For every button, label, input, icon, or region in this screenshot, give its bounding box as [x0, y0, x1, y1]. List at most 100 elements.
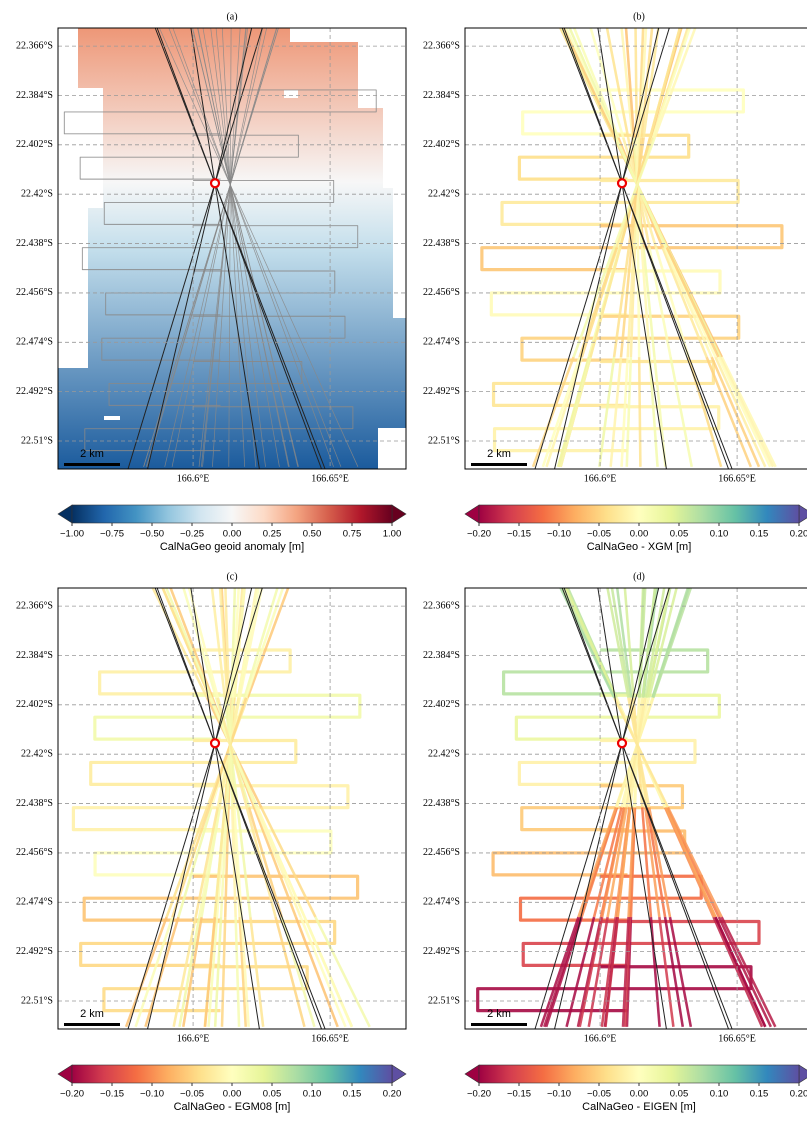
- track: [642, 247, 656, 358]
- track: [245, 247, 273, 358]
- colorbar-scale: [71, 504, 393, 524]
- track: [265, 357, 290, 467]
- y-tick-label: 22.51°S: [428, 995, 460, 1006]
- y-tick-label: 22.366°S: [423, 40, 460, 51]
- track: [189, 247, 217, 358]
- track: [521, 919, 761, 967]
- y-tick-label: 22.438°S: [16, 238, 53, 249]
- track: [666, 806, 723, 918]
- track: [238, 357, 246, 467]
- track: [234, 28, 247, 138]
- track: [663, 246, 713, 358]
- track: [564, 588, 618, 699]
- colorbar-tick-label: −0.75: [100, 529, 124, 540]
- ground-track: [563, 588, 730, 1029]
- y-tick-label: 22.42°S: [21, 188, 53, 199]
- colorbar-tick-label: 0.15: [750, 529, 769, 540]
- track: [668, 916, 693, 1028]
- colorbar-tick-label: 0.50: [303, 529, 322, 540]
- track: [224, 137, 239, 248]
- track: [251, 357, 266, 467]
- track: [144, 916, 180, 1028]
- map-frame: [57, 587, 407, 1030]
- colorbar-tick-label: −0.50: [140, 529, 164, 540]
- track: [215, 28, 227, 138]
- track: [207, 917, 219, 1027]
- y-tick-label: 22.438°S: [423, 238, 460, 249]
- ground-track: [554, 588, 660, 1029]
- y-tick-label: 22.366°S: [16, 600, 53, 611]
- colorbar-scale: [71, 1064, 393, 1084]
- x-tick-label: 166.65°E: [718, 473, 756, 484]
- track: [213, 917, 223, 1027]
- track: [252, 247, 294, 358]
- y-tick-label: 22.438°S: [423, 798, 460, 809]
- colorbar-scale: [478, 1064, 800, 1084]
- track: [720, 916, 777, 1028]
- colorbar-tick-label: 0.00: [630, 529, 649, 540]
- scale-bar: [64, 463, 120, 466]
- calibration-site: [209, 178, 221, 189]
- track: [605, 28, 630, 138]
- track: [314, 916, 371, 1028]
- scale-bar: [471, 1023, 527, 1026]
- track: [303, 916, 353, 1028]
- y-tick-label: 22.42°S: [428, 748, 460, 759]
- colorbar-tick-label: 0.20: [790, 529, 807, 540]
- track: [653, 28, 697, 139]
- colorbar-tick-label: 0.05: [670, 529, 689, 540]
- y-tick-label: 22.492°S: [423, 386, 460, 397]
- track: [664, 806, 717, 918]
- colorbar-extend: [57, 1064, 73, 1084]
- track: [613, 137, 668, 248]
- track: [229, 247, 231, 358]
- colorbar-extend: [464, 1064, 480, 1084]
- map: [71, 588, 371, 1029]
- track: [254, 247, 299, 358]
- track: [203, 916, 217, 1027]
- y-tick-label: 22.438°S: [16, 798, 53, 809]
- track: [216, 697, 249, 808]
- y-tick-label: 22.384°S: [16, 650, 53, 661]
- y-tick-label: 22.51°S: [428, 435, 460, 446]
- y-tick-label: 22.474°S: [423, 337, 460, 348]
- ground-track: [156, 588, 323, 1029]
- y-tick-label: 22.402°S: [16, 139, 53, 150]
- map-frame: [57, 27, 407, 470]
- track: [143, 356, 178, 467]
- x-tick-label: 166.65°E: [311, 473, 349, 484]
- track: [638, 588, 647, 698]
- ground-track: [154, 28, 326, 469]
- ground-track: [534, 588, 670, 1029]
- y-tick-label: 22.492°S: [16, 946, 53, 957]
- colorbar-label: CalNaGeo - EGM08 [m]: [174, 1101, 291, 1113]
- track: [249, 916, 265, 1027]
- track: [658, 916, 675, 1027]
- ground-track: [190, 28, 260, 469]
- track: [476, 965, 753, 1013]
- colorbar-label: CalNaGeo geoid anomaly [m]: [160, 541, 304, 553]
- colorbar-tick-label: −0.15: [507, 529, 531, 540]
- track: [201, 357, 213, 467]
- scale-bar: [471, 463, 527, 466]
- y-tick-label: 22.51°S: [21, 435, 53, 446]
- track: [517, 133, 691, 181]
- calibration-site: [616, 738, 628, 749]
- x-tick-label: 166.65°E: [718, 1033, 756, 1044]
- track: [208, 137, 259, 248]
- ground-track: [127, 588, 263, 1029]
- track: [172, 916, 197, 1028]
- track: [651, 28, 691, 139]
- track: [194, 247, 218, 358]
- ground-track: [147, 588, 253, 1029]
- data-gap: [284, 90, 298, 98]
- track: [714, 356, 767, 468]
- track: [640, 247, 651, 358]
- track: [79, 134, 299, 180]
- y-tick-label: 22.402°S: [423, 139, 460, 150]
- y-tick-label: 22.402°S: [16, 699, 53, 710]
- track: [240, 247, 261, 358]
- calibration-site: [616, 178, 628, 189]
- track: [669, 356, 693, 468]
- track: [219, 807, 229, 918]
